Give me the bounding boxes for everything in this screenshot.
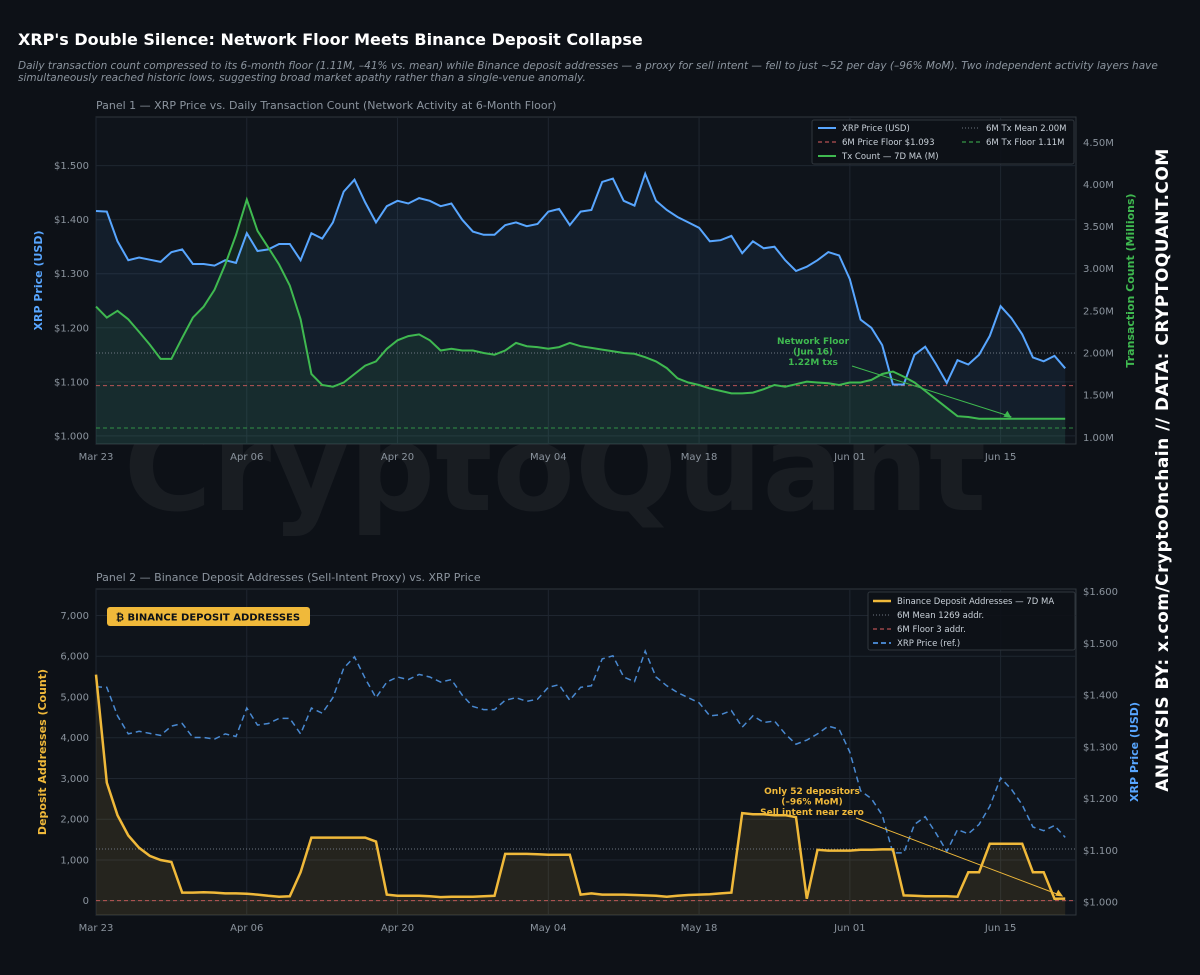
y-tick-label-left: 4,000 bbox=[60, 733, 89, 744]
x-tick-label: Mar 23 bbox=[79, 923, 114, 934]
x-tick-label: Apr 06 bbox=[230, 452, 263, 463]
x-tick-label: May 04 bbox=[530, 452, 567, 463]
y-axis-label-right: XRP Price (USD) bbox=[1128, 702, 1141, 802]
x-tick-label: May 18 bbox=[681, 923, 718, 934]
y-tick-label-left: 6,000 bbox=[60, 652, 89, 663]
y-tick-label-right: $1.200 bbox=[1083, 794, 1118, 805]
deposit-line bbox=[94, 674, 1066, 900]
y-axis-label-right: Transaction Count (Millions) bbox=[1124, 193, 1137, 367]
y-tick-label-right: 3.00M bbox=[1083, 264, 1114, 275]
annotation-text: Sell intent near zero bbox=[760, 808, 864, 818]
chart-title: XRP's Double Silence: Network Floor Meet… bbox=[18, 30, 643, 49]
y-tick-label-left: 2,000 bbox=[60, 815, 89, 826]
annotation-text: (Jun 16) bbox=[793, 348, 833, 358]
badge-label: ₿ BINANCE DEPOSIT ADDRESSES bbox=[116, 612, 300, 624]
y-tick-label-right: 3.50M bbox=[1083, 222, 1114, 233]
x-tick-label: Mar 23 bbox=[79, 452, 114, 463]
x-tick-label: May 18 bbox=[681, 452, 718, 463]
y-tick-label-left: 3,000 bbox=[60, 774, 89, 785]
legend-label: 6M Price Floor $1.093 bbox=[842, 138, 934, 148]
y-tick-label-right: $1.100 bbox=[1083, 846, 1118, 857]
legend-label: 6M Mean 1269 addr. bbox=[897, 611, 984, 621]
x-tick-label: Apr 20 bbox=[381, 452, 414, 463]
panel-title: Panel 2 — Binance Deposit Addresses (Sel… bbox=[96, 571, 481, 584]
y-tick-label-left: 0 bbox=[83, 896, 89, 907]
y-axis-label-left: Deposit Addresses (Count) bbox=[36, 669, 49, 835]
y-tick-label-right: 2.50M bbox=[1083, 306, 1114, 317]
annotation-arrow bbox=[851, 365, 1012, 418]
tx-count-line bbox=[95, 196, 1066, 420]
y-tick-label-left: $1.200 bbox=[54, 323, 89, 334]
y-tick-label-right: 4.00M bbox=[1083, 180, 1114, 191]
legend-label: XRP Price (USD) bbox=[842, 124, 910, 134]
annotation-text: (–96% MoM) bbox=[781, 798, 843, 808]
y-tick-label-right: 1.00M bbox=[1083, 433, 1114, 444]
annotation-arrowhead bbox=[1003, 410, 1012, 418]
side-credit-text: ANALYSIS BY: x.com/CryptoOnchain // DATA… bbox=[1153, 148, 1173, 792]
x-tick-label: Apr 06 bbox=[230, 923, 263, 934]
x-tick-label: May 04 bbox=[530, 923, 567, 934]
chart-subtitle: Daily transaction count compressed to it… bbox=[18, 60, 1158, 84]
annotation-arrowhead bbox=[1055, 889, 1064, 897]
deposit-area bbox=[96, 674, 1066, 915]
legend: Binance Deposit Addresses — 7D MA 6M Mean… bbox=[867, 591, 1076, 651]
legend: XRP Price (USD) 6M Price Floor $1.093 Tx C… bbox=[811, 119, 1075, 165]
y-tick-label-right: 2.00M bbox=[1083, 348, 1114, 359]
y-tick-label-right: $1.300 bbox=[1083, 742, 1118, 753]
legend-label: 6M Floor 3 addr. bbox=[897, 625, 966, 635]
y-tick-label-left: $1.300 bbox=[54, 269, 89, 280]
y-tick-label-right: $1.600 bbox=[1083, 587, 1118, 598]
legend-box bbox=[867, 591, 1076, 651]
x-tick-label: Apr 20 bbox=[381, 923, 414, 934]
panel-2: Panel 2 — Binance Deposit Addresses (Sel… bbox=[36, 571, 1141, 934]
legend-label: 6M Tx Floor 1.11M bbox=[986, 138, 1064, 148]
x-tick-label: Jun 15 bbox=[984, 923, 1017, 934]
price-area bbox=[96, 173, 1066, 445]
annotation-text: 1.22M txs bbox=[788, 358, 838, 368]
y-tick-label-left: $1.400 bbox=[54, 215, 89, 226]
legend-label: Tx Count — 7D MA (M) bbox=[841, 152, 939, 162]
annotation-text: Network Floor bbox=[777, 337, 850, 347]
y-tick-label-right: 4.50M bbox=[1083, 138, 1114, 149]
legend-label: 6M Tx Mean 2.00M bbox=[986, 124, 1067, 134]
panel-1: Panel 1 — XRP Price vs. Daily Transactio… bbox=[32, 99, 1137, 463]
y-axis-label-left: XRP Price (USD) bbox=[32, 231, 45, 331]
y-tick-label-right: $1.000 bbox=[1083, 898, 1118, 909]
x-tick-label: Jun 01 bbox=[833, 923, 866, 934]
y-tick-label-left: $1.000 bbox=[54, 431, 89, 442]
panel-title: Panel 1 — XRP Price vs. Daily Transactio… bbox=[96, 99, 556, 112]
annotation-text: Only 52 depositors bbox=[764, 787, 860, 797]
y-tick-label-right: $1.500 bbox=[1083, 639, 1118, 650]
badge-background bbox=[107, 607, 310, 626]
xrp-price-line bbox=[95, 170, 1066, 386]
y-tick-label-right: 1.50M bbox=[1083, 391, 1114, 402]
y-tick-label-right: $1.400 bbox=[1083, 691, 1118, 702]
legend-label: Binance Deposit Addresses — 7D MA bbox=[897, 597, 1054, 607]
annotation-arrow bbox=[855, 817, 1062, 897]
legend-label: XRP Price (ref.) bbox=[897, 639, 960, 649]
y-tick-label-left: $1.100 bbox=[54, 377, 89, 388]
y-tick-label-left: 7,000 bbox=[60, 611, 89, 622]
x-tick-label: Jun 01 bbox=[833, 452, 866, 463]
legend-box bbox=[811, 119, 1075, 165]
y-tick-label-left: 1,000 bbox=[60, 855, 89, 866]
x-tick-label: Jun 15 bbox=[984, 452, 1017, 463]
xrp-price-ref-line bbox=[95, 649, 1066, 854]
y-tick-label-left: 5,000 bbox=[60, 692, 89, 703]
y-tick-label-left: $1.500 bbox=[54, 161, 89, 172]
